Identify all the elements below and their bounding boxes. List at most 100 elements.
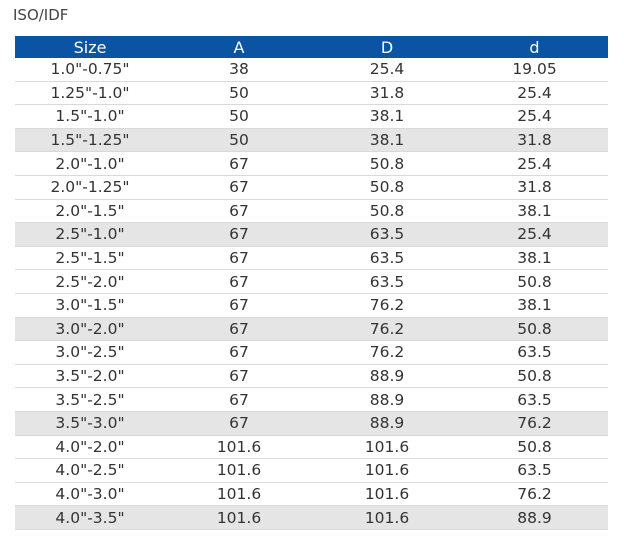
- table-row: 3.5"-2.5" 67 88.9 63.5: [15, 387, 608, 412]
- table-row: 4.0"-3.0" 101.6 101.6 76.2: [15, 482, 608, 507]
- cell-d-lower: 76.2: [461, 411, 608, 436]
- cell-a: 67: [165, 175, 313, 200]
- cell-size: 4.0"-2.5": [15, 458, 165, 483]
- cell-d-lower: 38.1: [461, 293, 608, 318]
- cell-a: 67: [165, 151, 313, 176]
- cell-a: 67: [165, 387, 313, 412]
- cell-d-upper: 101.6: [313, 505, 461, 530]
- cell-size: 2.0"-1.0": [15, 151, 165, 176]
- cell-d-lower: 63.5: [461, 458, 608, 483]
- cell-d-upper: 76.2: [313, 293, 461, 318]
- table-row: 4.0"-2.5" 101.6 101.6 63.5: [15, 458, 608, 483]
- table-row: 3.0"-1.5" 67 76.2 38.1: [15, 293, 608, 318]
- cell-size: 3.0"-2.0": [15, 317, 165, 342]
- table-row: 2.5"-1.5" 67 63.5 38.1: [15, 246, 608, 271]
- table-header: Size A D d: [15, 36, 608, 58]
- cell-d-lower: 50.8: [461, 269, 608, 294]
- cell-size: 3.5"-3.0": [15, 411, 165, 436]
- cell-a: 67: [165, 293, 313, 318]
- table-row: 4.0"-3.5" 101.6 101.6 88.9: [15, 505, 608, 530]
- cell-size: 3.0"-1.5": [15, 293, 165, 318]
- cell-d-lower: 88.9: [461, 505, 608, 530]
- cell-d-lower: 50.8: [461, 364, 608, 389]
- cell-size: 2.5"-2.0": [15, 269, 165, 294]
- cell-d-upper: 38.1: [313, 104, 461, 129]
- cell-size: 1.5"-1.25": [15, 128, 165, 153]
- table-row: 2.0"-1.0" 67 50.8 25.4: [15, 151, 608, 176]
- cell-size: 2.5"-1.5": [15, 246, 165, 271]
- table-row: 2.5"-1.0" 67 63.5 25.4: [15, 222, 608, 247]
- cell-a: 67: [165, 411, 313, 436]
- cell-size: 1.0"-0.75": [15, 58, 165, 82]
- cell-d-lower: 38.1: [461, 246, 608, 271]
- table-body: 1.0"-0.75" 38 25.4 19.05 1.25"-1.0" 50 31.8 25.…: [15, 58, 608, 530]
- cell-d-upper: 25.4: [313, 58, 461, 82]
- cell-a: 50: [165, 81, 313, 106]
- cell-size: 4.0"-2.0": [15, 435, 165, 460]
- cell-d-upper: 101.6: [313, 482, 461, 507]
- table-row: 2.0"-1.25" 67 50.8 31.8: [15, 175, 608, 200]
- table-row: 4.0"-2.0" 101.6 101.6 50.8: [15, 435, 608, 460]
- cell-d-upper: 88.9: [313, 364, 461, 389]
- spec-table: Size A D d 1.0"-0.75" 38 25.4 19.05 1.25"-1.…: [15, 36, 608, 530]
- table-row: 2.0"-1.5" 67 50.8 38.1: [15, 199, 608, 224]
- cell-size: 1.25"-1.0": [15, 81, 165, 106]
- cell-d-upper: 76.2: [313, 317, 461, 342]
- cell-d-lower: 63.5: [461, 340, 608, 365]
- cell-a: 50: [165, 104, 313, 129]
- cell-d-upper: 76.2: [313, 340, 461, 365]
- cell-d-lower: 31.8: [461, 175, 608, 200]
- cell-size: 3.5"-2.5": [15, 387, 165, 412]
- cell-d-upper: 63.5: [313, 246, 461, 271]
- cell-d-lower: 25.4: [461, 222, 608, 247]
- table-row: 1.5"-1.25" 50 38.1 31.8: [15, 128, 608, 153]
- cell-a: 101.6: [165, 458, 313, 483]
- table-title: ISO/IDF: [13, 6, 69, 24]
- cell-size: 4.0"-3.5": [15, 505, 165, 530]
- table-row: 3.5"-2.0" 67 88.9 50.8: [15, 364, 608, 389]
- column-header-a: A: [165, 36, 313, 58]
- cell-size: 2.0"-1.5": [15, 199, 165, 224]
- cell-a: 67: [165, 269, 313, 294]
- table-row: 3.5"-3.0" 67 88.9 76.2: [15, 411, 608, 436]
- cell-a: 67: [165, 222, 313, 247]
- cell-d-upper: 88.9: [313, 387, 461, 412]
- cell-d-upper: 101.6: [313, 435, 461, 460]
- cell-a: 67: [165, 317, 313, 342]
- cell-a: 101.6: [165, 482, 313, 507]
- cell-d-lower: 25.4: [461, 104, 608, 129]
- cell-d-lower: 25.4: [461, 81, 608, 106]
- cell-a: 67: [165, 340, 313, 365]
- cell-size: 2.0"-1.25": [15, 175, 165, 200]
- cell-d-upper: 50.8: [313, 151, 461, 176]
- cell-d-lower: 38.1: [461, 199, 608, 224]
- cell-d-upper: 63.5: [313, 269, 461, 294]
- cell-size: 3.0"-2.5": [15, 340, 165, 365]
- cell-size: 3.5"-2.0": [15, 364, 165, 389]
- cell-size: 4.0"-3.0": [15, 482, 165, 507]
- table-row: 3.0"-2.5" 67 76.2 63.5: [15, 340, 608, 365]
- cell-d-lower: 31.8: [461, 128, 608, 153]
- table-row: 1.0"-0.75" 38 25.4 19.05: [15, 58, 608, 82]
- cell-size: 2.5"-1.0": [15, 222, 165, 247]
- table-row: 1.5"-1.0" 50 38.1 25.4: [15, 104, 608, 129]
- column-header-d-upper: D: [313, 36, 461, 58]
- cell-d-lower: 19.05: [461, 58, 608, 82]
- cell-d-upper: 31.8: [313, 81, 461, 106]
- table-row: 1.25"-1.0" 50 31.8 25.4: [15, 81, 608, 106]
- cell-d-lower: 76.2: [461, 482, 608, 507]
- cell-d-upper: 50.8: [313, 175, 461, 200]
- cell-a: 67: [165, 199, 313, 224]
- cell-a: 101.6: [165, 435, 313, 460]
- column-header-d-lower: d: [461, 36, 608, 58]
- cell-d-upper: 38.1: [313, 128, 461, 153]
- cell-d-upper: 63.5: [313, 222, 461, 247]
- cell-a: 50: [165, 128, 313, 153]
- cell-d-upper: 101.6: [313, 458, 461, 483]
- cell-d-upper: 50.8: [313, 199, 461, 224]
- cell-d-lower: 50.8: [461, 435, 608, 460]
- cell-a: 38: [165, 58, 313, 82]
- cell-a: 67: [165, 246, 313, 271]
- table-row: 3.0"-2.0" 67 76.2 50.8: [15, 317, 608, 342]
- cell-d-lower: 25.4: [461, 151, 608, 176]
